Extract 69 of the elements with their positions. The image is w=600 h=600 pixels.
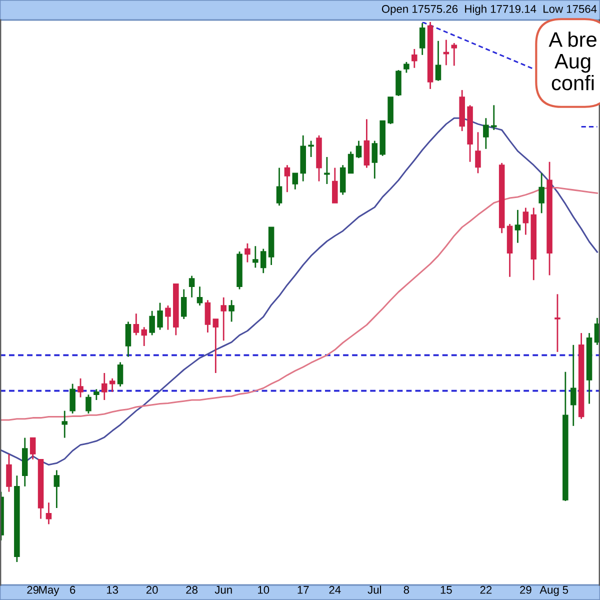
candlestick <box>356 140 362 159</box>
candlestick <box>372 140 378 180</box>
chart-subtitle: Open 17575.26 High 17719.14 Low 17564 <box>382 4 597 16</box>
candlestick <box>252 245 258 268</box>
x-tick-label: 13 <box>106 586 118 594</box>
candlestick <box>554 293 560 353</box>
candlestick <box>54 470 60 509</box>
candlestick <box>86 394 92 414</box>
x-tick-label: 5 <box>562 586 568 594</box>
candlestick <box>180 288 187 320</box>
candlestick <box>70 383 76 414</box>
candlestick <box>109 378 116 393</box>
candlestick <box>396 69 402 97</box>
candlestick <box>244 242 250 263</box>
candlestick <box>276 167 282 206</box>
candlestick <box>292 172 298 190</box>
candlestick <box>62 410 68 438</box>
x-tick-label: May <box>39 586 60 596</box>
candlestick <box>538 172 544 214</box>
candlestick <box>188 275 195 298</box>
candlestick <box>46 502 52 525</box>
candlestick <box>284 164 290 193</box>
candlestick <box>308 140 314 158</box>
candlestick <box>514 209 521 244</box>
x-tick-label: Jun <box>214 586 232 594</box>
candlestick <box>125 321 132 358</box>
candlestick <box>6 453 12 492</box>
candlestick <box>94 388 100 401</box>
candlestick <box>483 117 489 150</box>
candlestick <box>570 344 576 427</box>
candlestick <box>30 437 36 460</box>
candlestick <box>404 61 410 74</box>
candlestick <box>260 248 266 274</box>
candlestick <box>141 326 147 347</box>
candlestick <box>196 286 203 306</box>
x-tick-label: Aug <box>540 586 559 596</box>
x-tick-label: 6 <box>70 586 76 594</box>
candlestick <box>435 40 442 82</box>
candlestick <box>212 318 219 374</box>
x-tick-label: 29 <box>27 586 38 594</box>
annotation: A bre Aug confi <box>548 32 596 90</box>
candlestick <box>117 362 124 388</box>
candlestick <box>220 296 226 342</box>
x-tick-label: 20 <box>146 586 158 594</box>
candlestick <box>157 302 163 330</box>
x-tick-label: 17 <box>298 586 309 594</box>
candlestick <box>165 304 171 330</box>
candlestick <box>451 42 458 66</box>
x-tick-label: Jul <box>368 586 381 594</box>
candlestick <box>475 131 481 174</box>
candlestick <box>204 299 211 334</box>
x-tick-label: 15 <box>440 586 452 594</box>
candlestick <box>443 39 450 66</box>
candlestick <box>522 207 529 236</box>
x-tick-label: 10 <box>258 586 270 594</box>
candlestick <box>78 378 84 398</box>
candlestick <box>332 167 338 204</box>
candlestick <box>133 312 140 336</box>
candlestick <box>101 372 108 401</box>
x-tick-label: 24 <box>329 586 341 594</box>
x-tick-label: 28 <box>186 586 198 594</box>
x-tick-label: 8 <box>404 586 410 594</box>
candlestick <box>228 299 234 322</box>
candlestick <box>149 310 155 336</box>
candlestick <box>348 150 354 174</box>
candlestick <box>412 48 418 69</box>
candlestick <box>419 22 426 56</box>
x-tick-label: 22 <box>480 586 492 594</box>
x-tick-label: 29 <box>520 586 532 594</box>
